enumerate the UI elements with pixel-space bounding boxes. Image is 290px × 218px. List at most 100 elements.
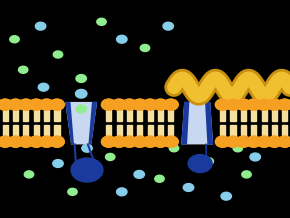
Circle shape bbox=[8, 99, 23, 110]
Circle shape bbox=[278, 136, 290, 147]
Bar bbox=[137, 105, 142, 121]
Bar bbox=[44, 105, 49, 121]
Bar bbox=[282, 125, 287, 142]
Circle shape bbox=[204, 158, 213, 165]
Circle shape bbox=[183, 184, 194, 191]
Circle shape bbox=[76, 75, 86, 82]
Circle shape bbox=[19, 66, 28, 73]
Bar bbox=[158, 125, 163, 142]
Bar bbox=[54, 125, 59, 142]
Circle shape bbox=[133, 136, 147, 147]
Circle shape bbox=[246, 136, 261, 147]
Circle shape bbox=[143, 136, 157, 147]
Bar bbox=[117, 125, 122, 142]
Circle shape bbox=[122, 136, 137, 147]
Bar bbox=[34, 125, 39, 142]
Circle shape bbox=[19, 136, 33, 147]
Circle shape bbox=[19, 99, 33, 110]
Circle shape bbox=[215, 136, 230, 147]
Circle shape bbox=[19, 99, 33, 110]
Bar bbox=[34, 105, 39, 121]
Circle shape bbox=[97, 18, 106, 25]
Polygon shape bbox=[205, 102, 213, 145]
Circle shape bbox=[82, 144, 92, 152]
Circle shape bbox=[257, 136, 271, 147]
Circle shape bbox=[267, 99, 282, 110]
Circle shape bbox=[35, 22, 46, 30]
Circle shape bbox=[246, 99, 261, 110]
Circle shape bbox=[112, 99, 126, 110]
Polygon shape bbox=[65, 102, 74, 145]
Circle shape bbox=[133, 99, 147, 110]
Bar bbox=[13, 105, 18, 121]
Circle shape bbox=[164, 99, 178, 110]
Bar bbox=[220, 105, 225, 121]
Circle shape bbox=[50, 136, 64, 147]
Circle shape bbox=[153, 99, 168, 110]
Bar bbox=[106, 125, 111, 142]
Circle shape bbox=[143, 99, 157, 110]
Bar bbox=[148, 105, 153, 121]
Polygon shape bbox=[181, 102, 189, 145]
Circle shape bbox=[246, 99, 261, 110]
Bar bbox=[23, 105, 28, 121]
Circle shape bbox=[164, 136, 178, 147]
Circle shape bbox=[102, 136, 116, 147]
Circle shape bbox=[143, 136, 157, 147]
Circle shape bbox=[50, 99, 64, 110]
Circle shape bbox=[221, 192, 231, 200]
Circle shape bbox=[19, 136, 33, 147]
Circle shape bbox=[71, 158, 103, 182]
Circle shape bbox=[39, 99, 54, 110]
Circle shape bbox=[50, 99, 64, 110]
Circle shape bbox=[278, 136, 290, 147]
Circle shape bbox=[8, 136, 23, 147]
Circle shape bbox=[278, 99, 290, 110]
Circle shape bbox=[215, 136, 230, 147]
Circle shape bbox=[267, 99, 282, 110]
Circle shape bbox=[117, 188, 127, 196]
Circle shape bbox=[140, 44, 150, 51]
Circle shape bbox=[50, 136, 64, 147]
Bar bbox=[13, 125, 18, 142]
Bar bbox=[148, 125, 153, 142]
Circle shape bbox=[75, 89, 87, 98]
Circle shape bbox=[188, 155, 212, 172]
Bar bbox=[106, 105, 111, 121]
Bar bbox=[3, 105, 8, 121]
Bar bbox=[262, 105, 267, 121]
Circle shape bbox=[76, 105, 86, 113]
Circle shape bbox=[0, 99, 12, 110]
Circle shape bbox=[257, 136, 271, 147]
Circle shape bbox=[226, 136, 240, 147]
Circle shape bbox=[164, 136, 178, 147]
Bar bbox=[168, 105, 173, 121]
Circle shape bbox=[164, 99, 178, 110]
Circle shape bbox=[0, 99, 12, 110]
Bar bbox=[127, 105, 132, 121]
Bar bbox=[220, 125, 225, 142]
Circle shape bbox=[236, 99, 251, 110]
Circle shape bbox=[257, 99, 271, 110]
Circle shape bbox=[153, 99, 168, 110]
Circle shape bbox=[53, 160, 63, 167]
Circle shape bbox=[38, 83, 49, 91]
Circle shape bbox=[226, 99, 240, 110]
Circle shape bbox=[134, 170, 144, 178]
Bar bbox=[231, 125, 236, 142]
Circle shape bbox=[153, 136, 168, 147]
Bar bbox=[158, 105, 163, 121]
Circle shape bbox=[8, 136, 23, 147]
Circle shape bbox=[236, 136, 251, 147]
Circle shape bbox=[242, 171, 251, 178]
Circle shape bbox=[102, 99, 116, 110]
Circle shape bbox=[29, 136, 44, 147]
Circle shape bbox=[267, 136, 282, 147]
Bar bbox=[3, 125, 8, 142]
Circle shape bbox=[29, 99, 44, 110]
Circle shape bbox=[278, 99, 290, 110]
Circle shape bbox=[0, 136, 12, 147]
Bar bbox=[127, 125, 132, 142]
Bar bbox=[282, 105, 287, 121]
Bar bbox=[54, 105, 59, 121]
